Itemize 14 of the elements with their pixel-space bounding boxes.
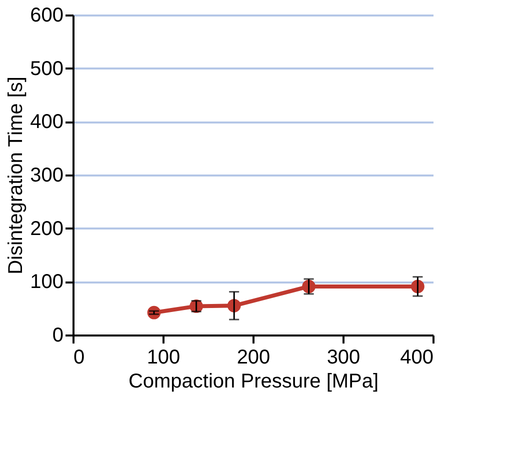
y-tick-label: 500 [30, 58, 64, 80]
y-tick-label: 600 [30, 4, 64, 26]
x-tick-label: 300 [326, 346, 360, 368]
y-tick-label: 300 [30, 164, 64, 186]
y-tick-label: 0 [52, 324, 64, 346]
x-tick-label: 0 [74, 346, 85, 368]
y-tick-label: 200 [30, 218, 64, 240]
y-tick-label: 100 [30, 271, 64, 294]
x-tick-label: 200 [236, 346, 270, 368]
x-tick-label: 100 [146, 346, 180, 368]
y-axis-title: Disintegration Time [s] [5, 76, 28, 274]
x-tick-label: 400 [400, 346, 434, 368]
y-tick-label: 400 [30, 111, 64, 134]
x-axis-title: Compaction Pressure [MPa] [128, 370, 379, 392]
